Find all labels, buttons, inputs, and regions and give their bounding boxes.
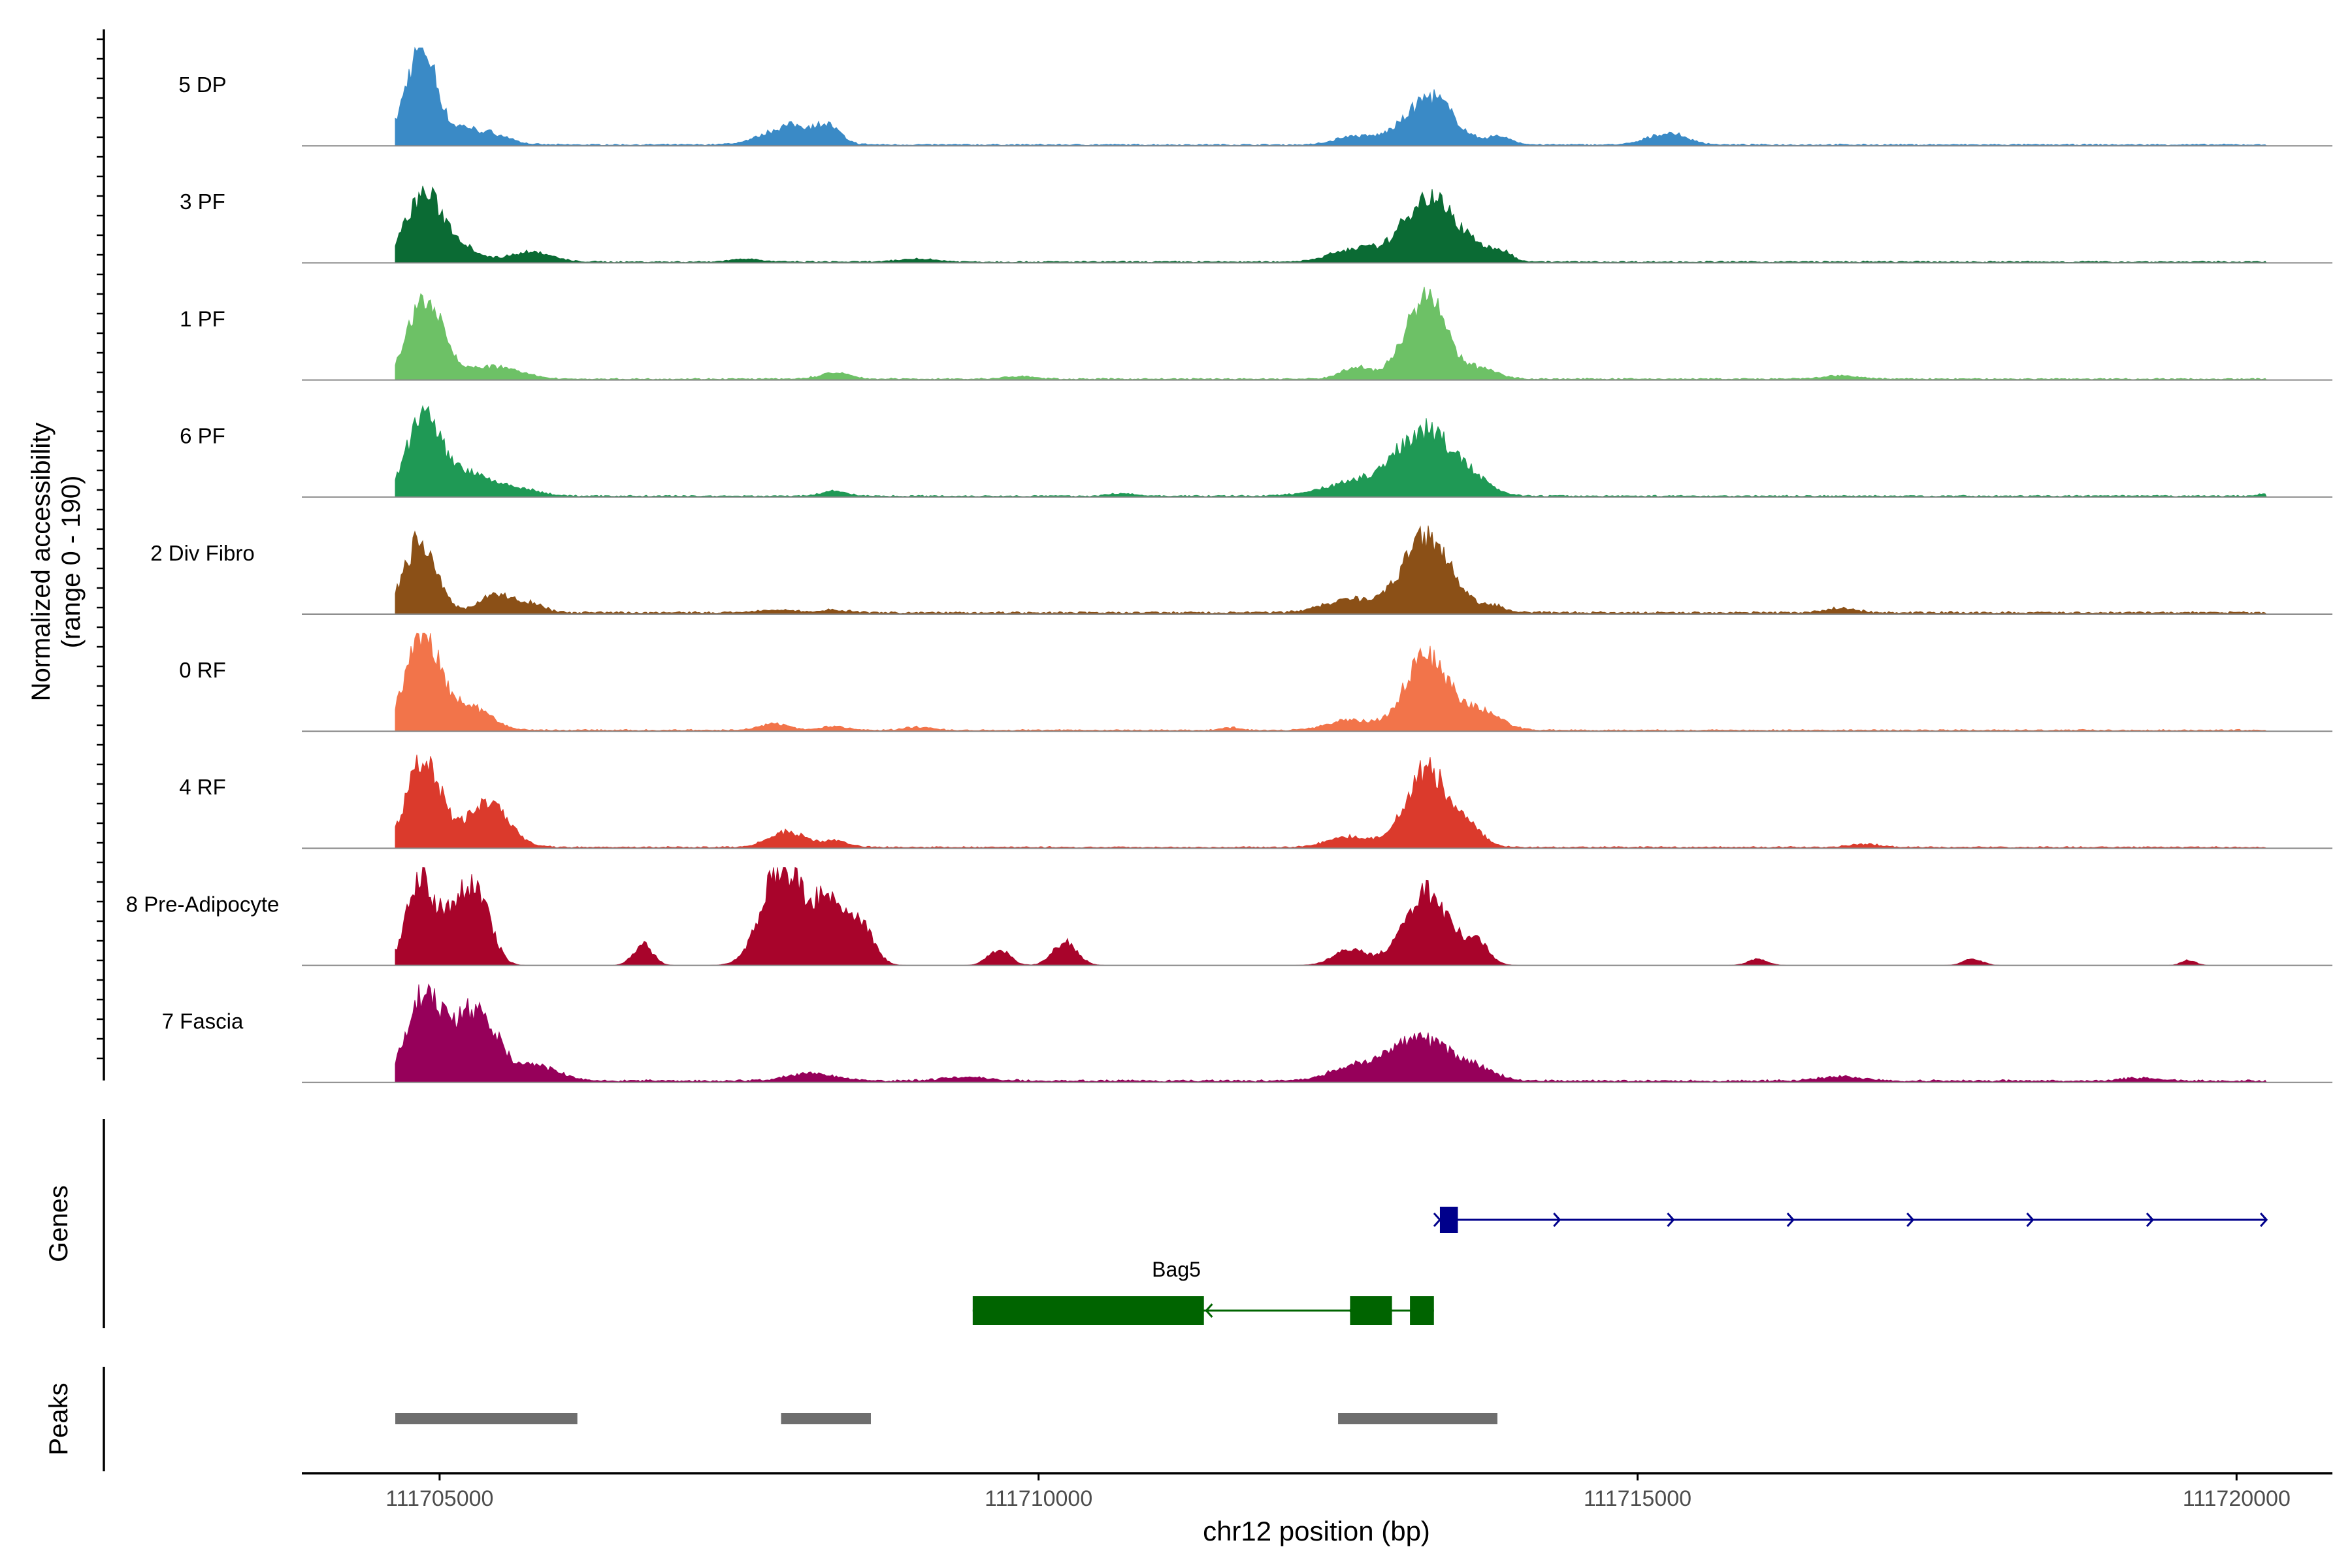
coverage-area — [395, 286, 2268, 381]
track-label: 8 Pre-Adipocyte — [126, 892, 280, 916]
coverage-area — [395, 186, 2268, 263]
strand-arrow — [1433, 1212, 1441, 1228]
peak-region — [395, 1413, 578, 1424]
track-8-pre-adipocyte: 8 Pre-Adipocyte — [126, 866, 2332, 966]
track-3-pf: 3 PF — [180, 186, 2332, 264]
track-label: 0 RF — [179, 658, 226, 682]
x-tick-label: 111705000 — [385, 1486, 493, 1511]
gene-exon — [972, 1296, 1204, 1325]
strand-arrow — [2260, 1212, 2268, 1228]
gene-exon — [1350, 1296, 1392, 1325]
coverage-area — [395, 404, 2267, 498]
track-label: 2 Div Fibro — [150, 541, 255, 565]
track-1-pf: 1 PF — [180, 286, 2332, 381]
strand-arrow — [2146, 1212, 2154, 1228]
strand-arrow — [1553, 1212, 1561, 1228]
track-label: 5 DP — [178, 73, 226, 97]
peak-region — [1338, 1413, 1497, 1424]
peak-region — [781, 1413, 871, 1424]
track-6-pf: 6 PF — [180, 404, 2332, 498]
track-2-div-fibro: 2 Div Fibro — [150, 525, 2332, 615]
gene-label: Bag5 — [1152, 1258, 1201, 1281]
track-7-fascia: 7 Fascia — [162, 983, 2332, 1083]
strand-arrow — [1906, 1212, 1915, 1228]
coverage-y-axis — [97, 29, 105, 1081]
strand-arrow — [1667, 1212, 1675, 1228]
strand-arrow — [2026, 1212, 2034, 1228]
strand-arrow — [1205, 1303, 1213, 1318]
coverage-area — [395, 866, 2267, 966]
y-axis-title-line2: (range 0 - 190) — [57, 476, 86, 649]
coverage-area — [395, 983, 2268, 1083]
gene-bag5: Bag5 — [972, 1258, 1434, 1325]
coverage-tracks: 5 DP 3 PF 1 PF 6 PF 2 Div Fibro 0 RF 4 RF 8 Pre… — [126, 46, 2332, 1083]
track-label: 7 Fascia — [162, 1009, 244, 1034]
gene-exon — [1439, 1207, 1458, 1233]
coverage-area — [395, 755, 2267, 849]
track-5-dp: 5 DP — [178, 46, 2332, 147]
track-label: 3 PF — [180, 189, 225, 214]
x-tick-label: 111715000 — [1584, 1486, 1691, 1511]
track-label: 6 PF — [180, 424, 225, 448]
coverage-area — [395, 525, 2268, 615]
x-tick-label: 111720000 — [2183, 1486, 2291, 1511]
x-axis-title: chr12 position (bp) — [1203, 1516, 1430, 1546]
strand-arrow — [1786, 1212, 1795, 1228]
gene-exon — [1410, 1296, 1434, 1325]
track-label: 1 PF — [180, 306, 225, 331]
gene-annotations: Apopt1 Bag5 — [972, 1207, 2268, 1325]
strand-arrow — [1348, 1303, 1357, 1318]
x-tick-label: 111710000 — [985, 1486, 1092, 1511]
track-label: 4 RF — [179, 775, 226, 799]
y-axis-title-line1: Normalized accessibility — [27, 423, 56, 702]
coverage-area — [395, 46, 2268, 146]
x-axis: 111705000 111710000 111715000 111720000 — [302, 1472, 2332, 1511]
genes-track-label: Genes — [44, 1185, 73, 1262]
gene-apopt1: Apopt1 — [1433, 1207, 2268, 1233]
coverage-area — [395, 632, 2268, 732]
peaks-track-label: Peaks — [44, 1382, 73, 1455]
track-4-rf: 4 RF — [179, 755, 2332, 849]
track-0-rf: 0 RF — [179, 632, 2332, 732]
peak-annotations — [395, 1413, 1497, 1424]
